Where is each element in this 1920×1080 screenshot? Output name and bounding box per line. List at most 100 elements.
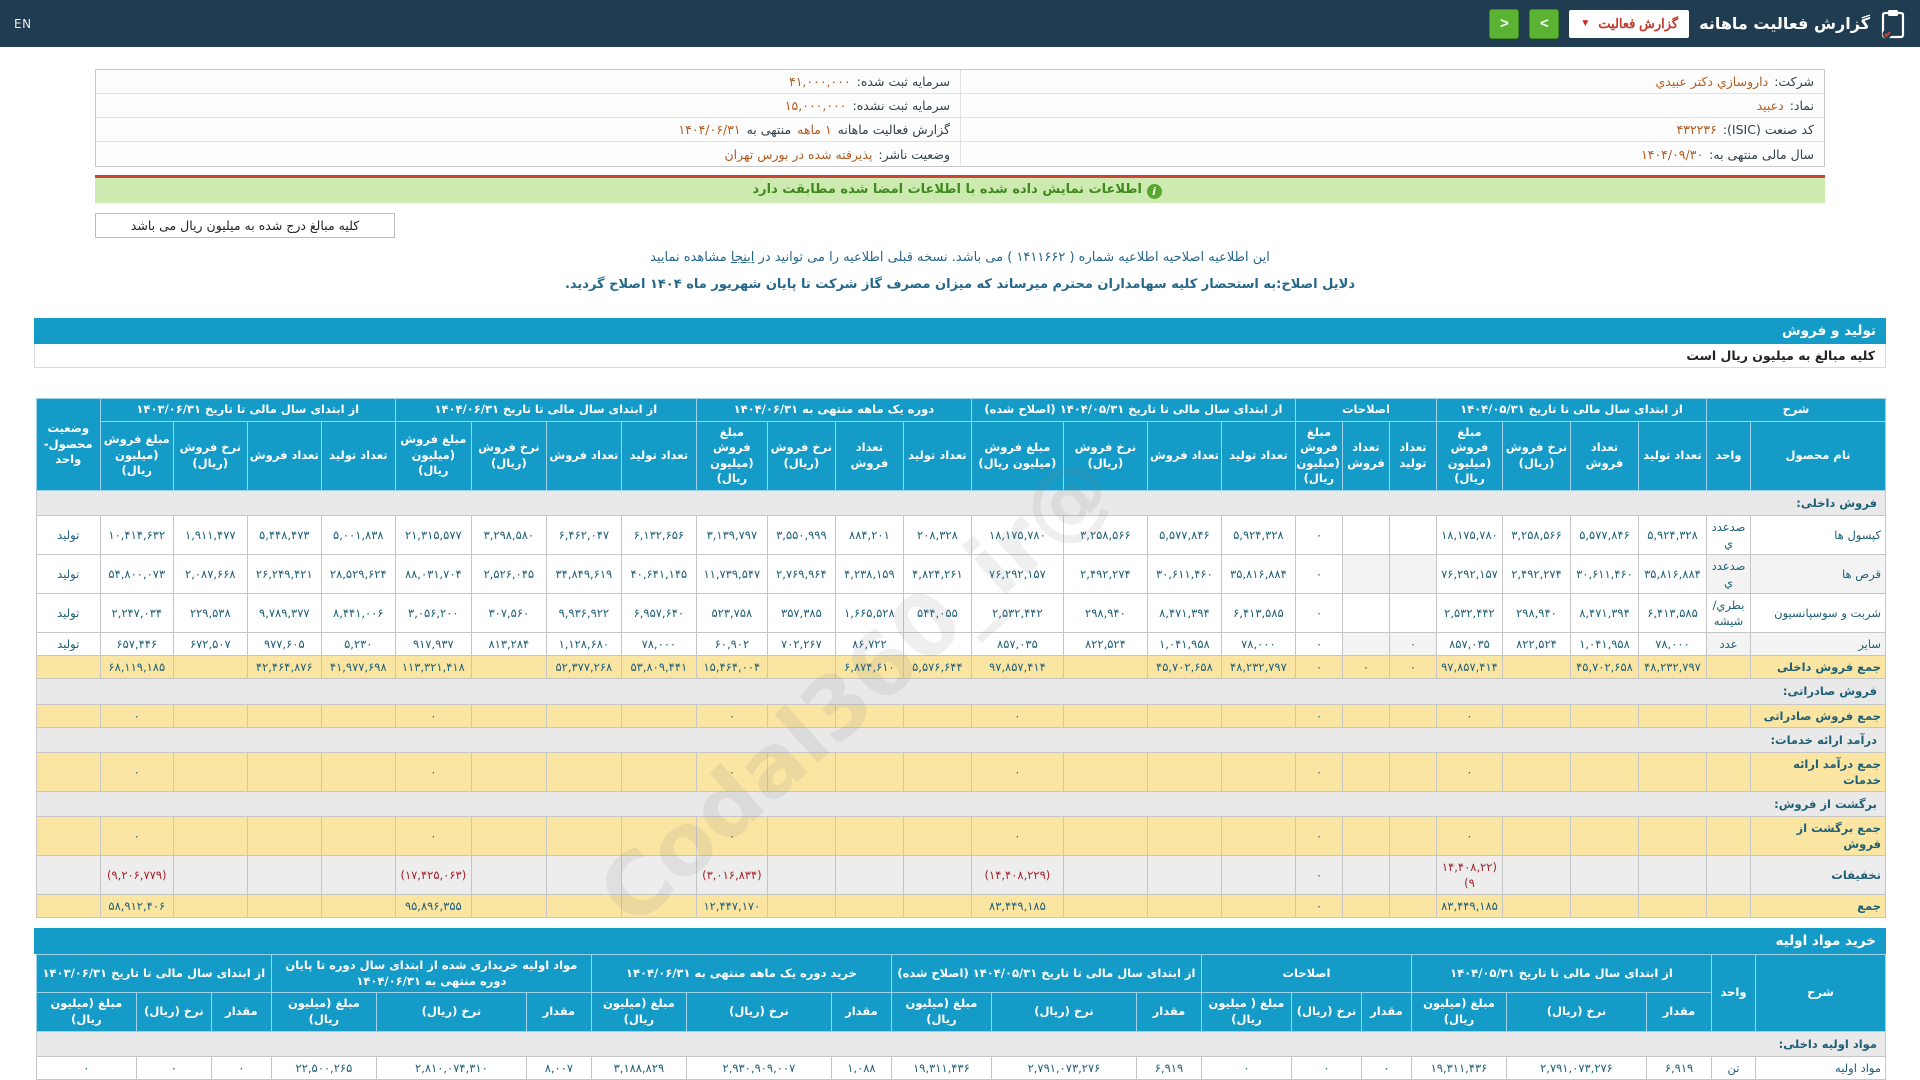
table-cell: جمع (1750, 894, 1886, 919)
table-cell (1637, 894, 1707, 919)
column-group-header: شرح (1755, 954, 1886, 1032)
table-row: سایر عدد ۷۸,۰۰۰ ۱,۰۴۱,۹۵۸ ۸۲۲,۵۲۴ ۸۵۷,۰۳۵ ۰ ۰ ۷۸… (35, 632, 1886, 657)
table-cell: ۱۰,۴۱۴,۶۳۲ (99, 514, 174, 555)
table-cell (1705, 815, 1752, 857)
column-header: مبلغ فروش (میلیون ریال) (1294, 420, 1343, 491)
table-cell: ۲,۷۹۱,۰۷۳,۲۷۶ (990, 1055, 1137, 1080)
table-row: مواد اولیه تن ۶,۹۱۹ ۲,۷۹۱,۰۷۳,۲۷۶ ۱۹,۳۱۱,۴۳۶… (35, 1055, 1886, 1080)
table-cell (470, 751, 547, 792)
table-cell: عدد (1705, 632, 1752, 657)
column-header: نرخ (ریال) (1290, 992, 1362, 1032)
table-cell: تن (1711, 1055, 1756, 1080)
table-cell: ۹,۹۳۶,۹۲۲ (545, 593, 622, 634)
report-body: تولید و فروش کلیه مبالغ به میلیون ریال ا… (0, 318, 1920, 1080)
previous-report-button[interactable]: < (1489, 8, 1520, 39)
table-cell: ۷۰۲,۲۶۷ (766, 632, 836, 657)
next-report-button[interactable]: > (1529, 8, 1560, 39)
table-cell: ۰ (135, 1055, 212, 1080)
table-cell (35, 894, 101, 919)
table-cell: ۴,۸۲۴,۲۶۱ (902, 553, 972, 595)
language-toggle-en[interactable]: EN (14, 16, 32, 31)
column-group-header: اصلاحات (1294, 398, 1437, 422)
column-group-header: خرید دوره یک ماهه منتهی به ۱۴۰۴/۰۶/۳۱ (590, 954, 892, 994)
table-cell: ۶,۴۶۲,۰۴۷ (545, 514, 622, 555)
column-header: نرخ فروش (ریال) (470, 420, 547, 491)
table-cell: ۸۵۷,۰۳۵ (970, 632, 1064, 657)
table-cell (1569, 894, 1639, 919)
table-cell: ۰ (970, 751, 1064, 792)
table-cell: ۸,۴۷۱,۳۹۴ (1146, 593, 1222, 634)
table-cell: ۶,۴۱۳,۵۸۵ (1220, 593, 1296, 634)
table-cell (172, 815, 248, 857)
table-cell: ۹۷۷,۶۰۵ (246, 632, 322, 657)
table-cell: سایر (1750, 632, 1886, 657)
table-cell (172, 751, 248, 792)
column-header: تعداد فروش (834, 420, 904, 491)
table-cell (1341, 855, 1390, 896)
table-cell (834, 751, 904, 792)
company-info-row: سال مالی منتهی به: ۱۴۰۴/۰۹/۳۰ وضعیت ناشر… (96, 142, 1824, 166)
table-cell (1146, 815, 1222, 857)
table-cell: ۱,۰۴۱,۹۵۸ (1146, 632, 1222, 657)
table-cell: ۱۵,۴۶۴,۰۰۴ (695, 655, 768, 680)
table-cell: ۳,۱۳۹,۷۹۷ (695, 514, 768, 555)
column-header: مبلغ ( میلیون ریال) (1200, 992, 1292, 1032)
column-header: نرخ (ریال) (685, 992, 832, 1032)
table-cell (1341, 632, 1390, 657)
table-cell (1705, 894, 1752, 919)
column-group-header: از ابتدای سال مالی تا تاریخ ۱۴۰۴/۰۵/۳۱ (1435, 398, 1707, 422)
table-row: کپسول ها صدعددي ۵,۹۲۴,۳۲۸ ۵,۵۷۷,۸۴۶ ۳,۲۵۸,۵۶… (35, 514, 1886, 555)
table-cell (1220, 894, 1296, 919)
column-header: نرخ (ریال) (135, 992, 212, 1032)
table-cell: ۲,۷۹۱,۰۷۳,۲۷۶ (1506, 1055, 1647, 1080)
table-cell: ۵,۵۷۷,۸۴۶ (1146, 514, 1222, 555)
previous-announcement-link[interactable]: اینجا (730, 250, 755, 265)
table-cell (766, 815, 836, 857)
table-cell: ۸۳,۴۴۹,۱۸۵ (970, 894, 1064, 919)
table-cell (1062, 703, 1148, 728)
category-row: درآمد ارائه خدمات: (35, 726, 1887, 753)
table-cell: ۲,۹۳۰,۹۰۹,۰۰۷ (685, 1055, 832, 1080)
column-header: واحد (1705, 420, 1752, 491)
table-cell (320, 703, 396, 728)
table-cell: جمع درآمد ارائه خدمات (1750, 751, 1886, 792)
report-type-dropdown[interactable]: گزارش فعالیت ▼ (1569, 9, 1690, 38)
column-header: نرخ (ریال) (990, 992, 1137, 1032)
table-unit-note: کلیه مبالغ به میلیون ریال است (34, 344, 1886, 368)
table-cell: ۰ (210, 1055, 272, 1080)
column-group-header: مواد اولیه خریداری شده از ابتدای سال دور… (270, 954, 592, 994)
table-cell: ۲۲,۵۰۰,۲۶۵ (270, 1055, 377, 1080)
table-cell (1637, 703, 1707, 728)
table-cell (1569, 815, 1639, 857)
table-cell (1341, 553, 1390, 595)
table-cell (766, 894, 836, 919)
table-cell: ۱۸,۱۷۵,۷۸۰ (970, 514, 1064, 555)
table-cell (1637, 751, 1707, 792)
table-cell: ۰ (1388, 655, 1437, 680)
table-cell: ۰ (1200, 1055, 1292, 1080)
table-cell: ۱۲,۴۴۷,۱۷۰ (695, 894, 768, 919)
table-cell: ۰ (1294, 553, 1343, 595)
table-cell (1501, 751, 1571, 792)
table-cell: ۲,۵۳۲,۴۴۲ (1435, 593, 1503, 634)
amounts-unit-box: کلیه مبالغ درج شده به میلیون ریال می باش… (95, 213, 395, 238)
column-header: مبلغ فروش (میلیون ریال) (695, 420, 768, 491)
column-header: نرخ (ریال) (1506, 992, 1647, 1032)
table-cell: ۸۵۷,۰۳۵ (1435, 632, 1503, 657)
signed-data-notice-text: اطلاعات نمایش داده شده با اطلاعات امضا ش… (752, 182, 1142, 197)
table-cell: ۲۰۸,۳۲۸ (902, 514, 972, 555)
table-cell: ۹۷,۸۵۷,۴۱۴ (970, 655, 1064, 680)
table-cell: ۸,۴۴۱,۰۰۶ (320, 593, 396, 634)
table-cell: ۰ (99, 703, 174, 728)
table-cell: ۳,۱۸۸,۸۲۹ (590, 1055, 687, 1080)
table-cell (1501, 894, 1571, 919)
table-cell (834, 703, 904, 728)
table-cell: ۸,۴۷۱,۳۹۴ (1569, 593, 1639, 634)
table-cell: ۷۶,۲۹۲,۱۵۷ (1435, 553, 1503, 595)
table-cell: ۳,۵۵۰,۹۹۹ (766, 514, 836, 555)
category-label: درآمد ارائه خدمات: (35, 726, 1887, 753)
table-cell (1569, 703, 1639, 728)
table-cell: ۲۱,۳۱۵,۵۷۷ (394, 514, 472, 555)
table-cell: ۵,۵۷۷,۸۴۶ (1569, 514, 1639, 555)
